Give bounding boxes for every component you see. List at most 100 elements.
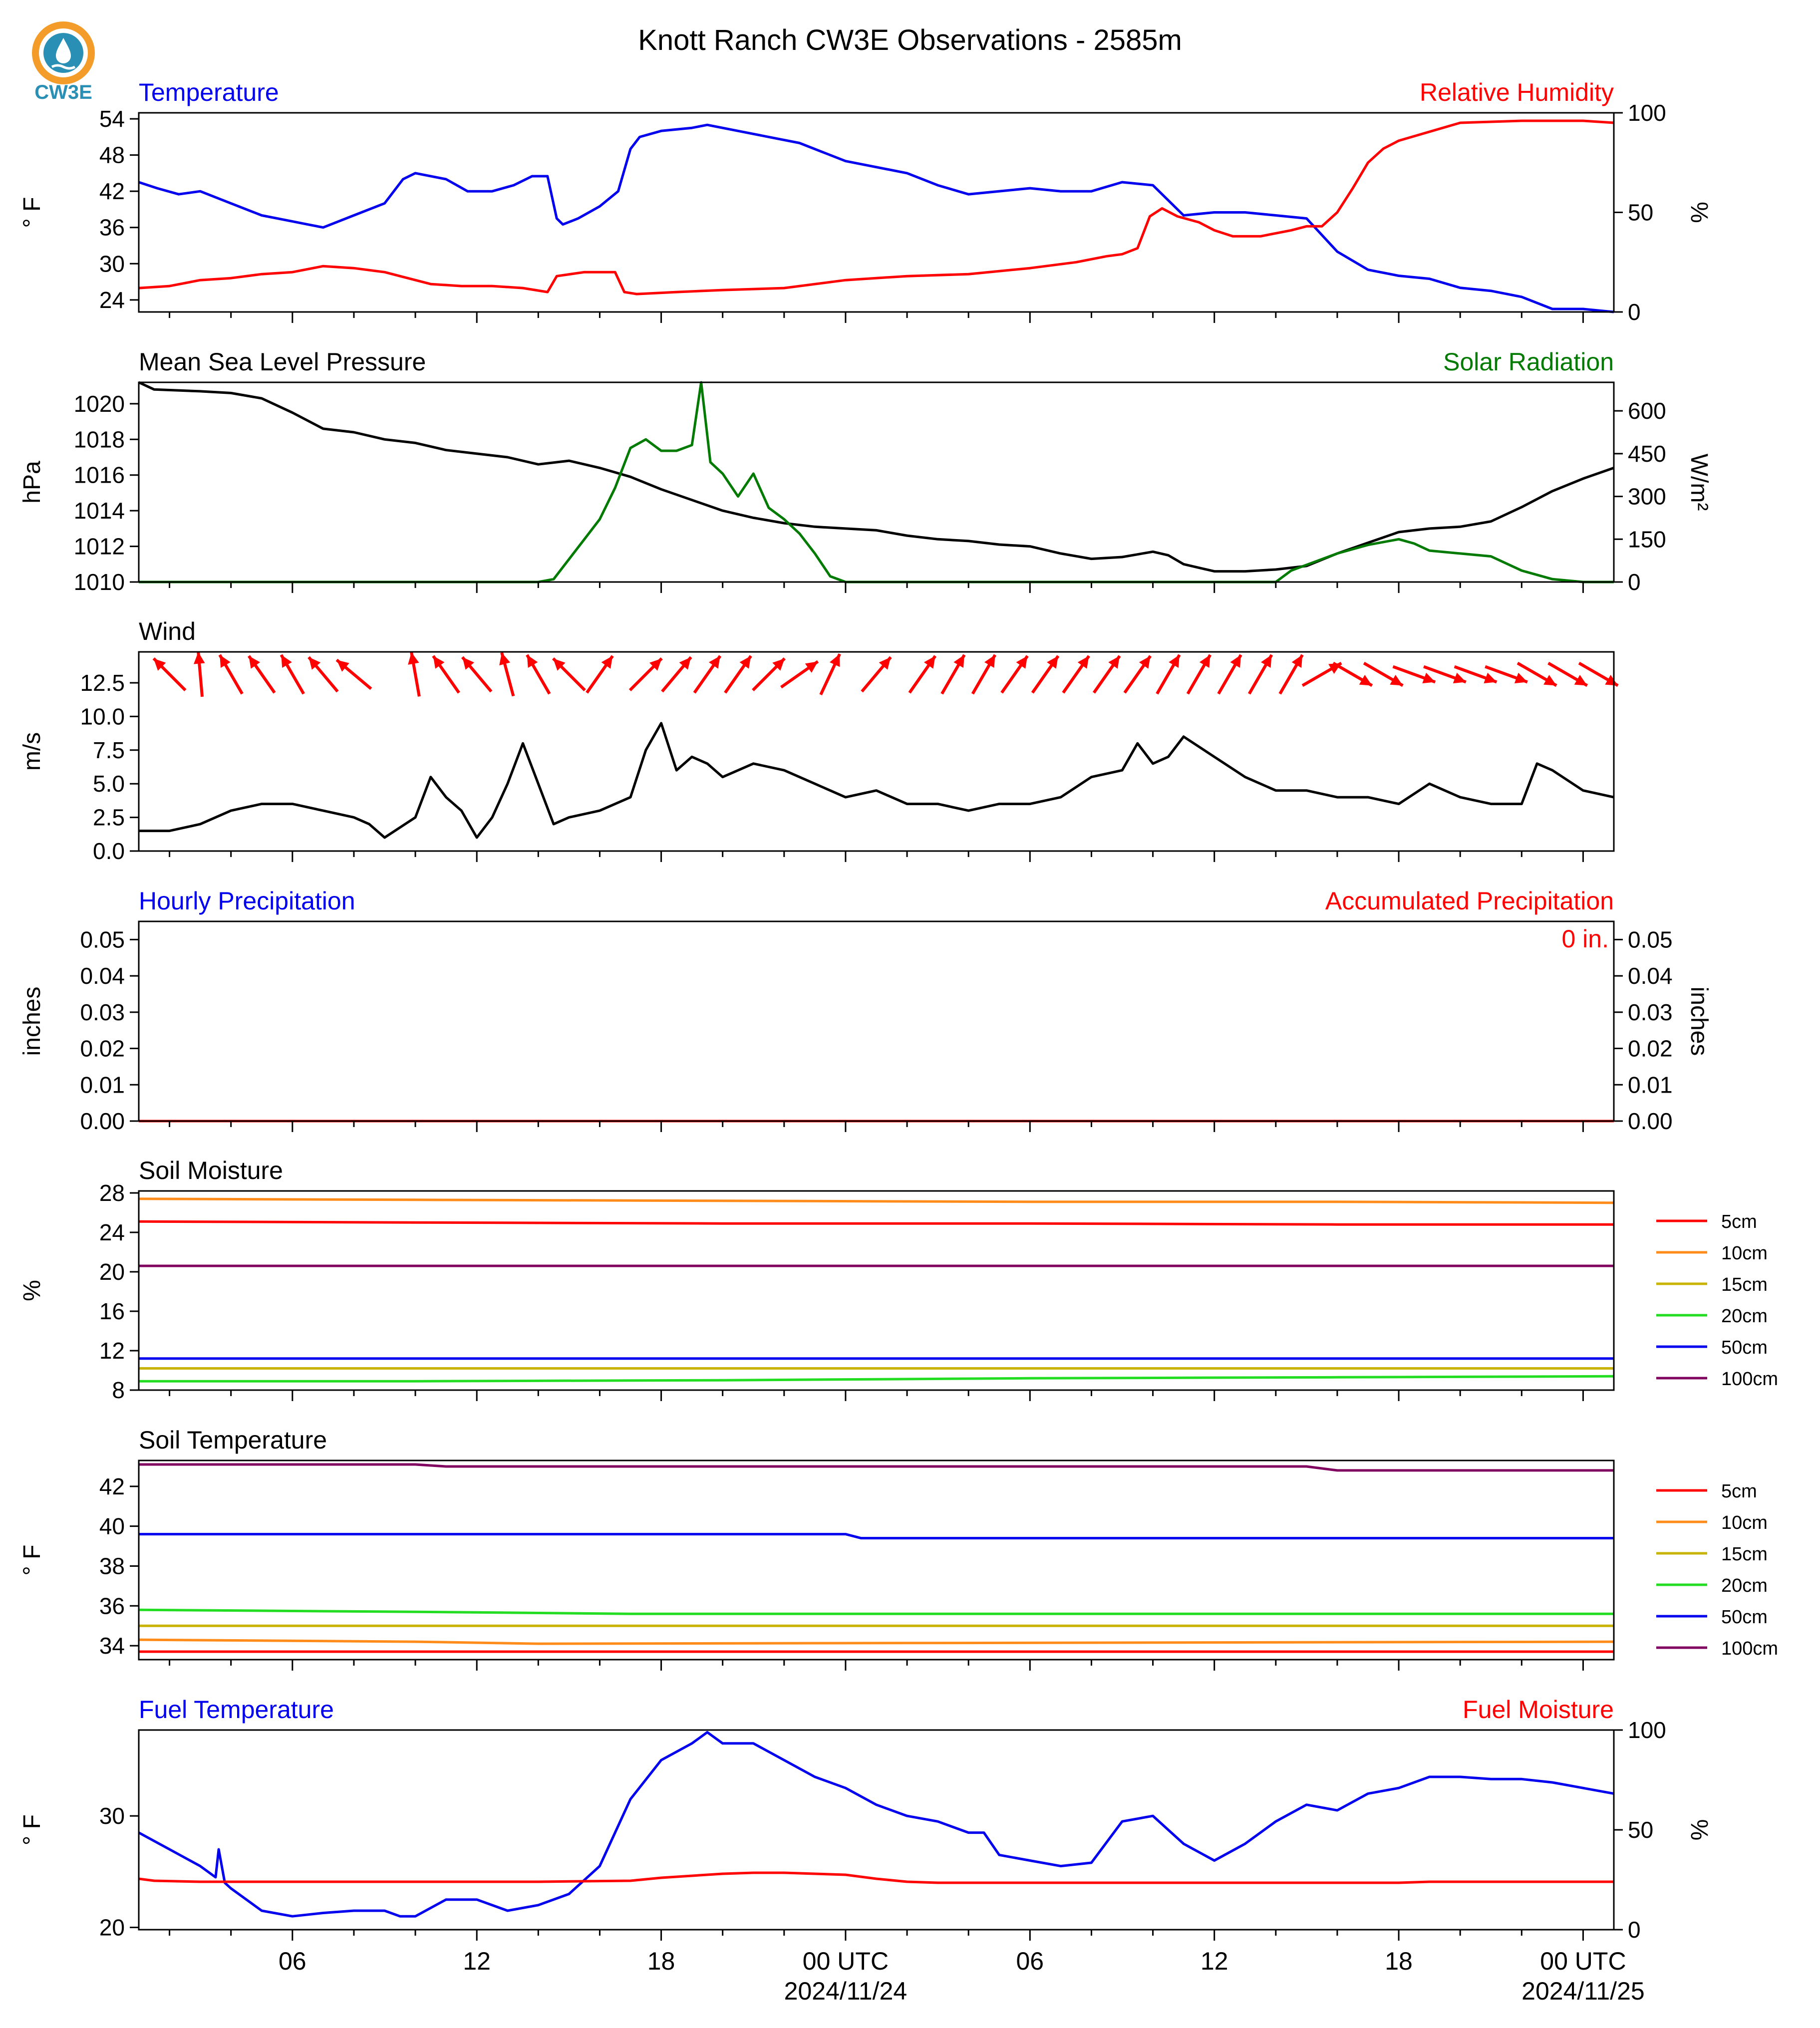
panel-pressure_solar: Mean Sea Level Pressure Solar Radiation 10… — [19, 348, 1712, 595]
wind-arrow — [752, 657, 786, 691]
y-left-tick-label: 0.04 — [80, 963, 125, 989]
panel-title-right: Accumulated Precipitation — [1325, 887, 1614, 915]
figure-title: Knott Ranch CW3E Observations - 2585m — [638, 24, 1182, 56]
panel-temperature_rh: Temperature Relative Humidity 24 30 36 42 48 54… — [19, 78, 1712, 325]
wind-arrow — [1454, 665, 1498, 684]
wind-arrow — [307, 656, 339, 693]
y-left-tick-label: 20 — [99, 1915, 125, 1941]
wind-arrow — [1092, 655, 1121, 694]
wind-arrow — [280, 654, 305, 695]
panel-title-right: Solar Radiation — [1443, 348, 1614, 376]
wind-arrow — [1156, 654, 1181, 695]
y-axis-label-left: ° F — [19, 197, 45, 228]
y-left-tick-label: 34 — [99, 1633, 125, 1659]
y-left-tick-label: 54 — [99, 106, 125, 132]
y-left-tick-label: 12.5 — [80, 670, 125, 696]
wind-arrow — [1547, 661, 1588, 687]
legend-label: 20cm — [1721, 1306, 1768, 1327]
series-line-5cm — [138, 1220, 1614, 1226]
wind-arrow-head — [1291, 655, 1303, 668]
y-left-tick-label: 0.03 — [80, 999, 125, 1025]
y-left-tick-label: 42 — [99, 1473, 125, 1499]
x-tick-label: 00 UTC — [803, 1947, 889, 1975]
panel-frame — [138, 920, 1615, 1122]
wind-arrow-head — [984, 655, 995, 668]
y-left-tick-label: 42 — [99, 178, 125, 204]
y-right-tick-label: 0 — [1628, 1917, 1641, 1943]
wind-arrow — [861, 656, 892, 693]
y-left-tick-label: 30 — [99, 1803, 125, 1829]
panel-precipitation: Hourly Precipitation Accumulated Precipit… — [19, 887, 1712, 1134]
y-left-tick-label: 38 — [99, 1553, 125, 1579]
legend-label: 100cm — [1721, 1638, 1778, 1659]
x-tick-label: 00 UTC — [1540, 1947, 1626, 1975]
y-right-tick-label: 0.03 — [1628, 999, 1673, 1025]
wind-arrow — [1392, 665, 1436, 684]
y-left-tick-label: 1010 — [74, 569, 125, 595]
series-line-0 — [138, 381, 1614, 573]
series-line-0 — [139, 722, 1614, 839]
y-left-tick-label: 36 — [99, 1593, 125, 1619]
wind-arrow-head — [194, 652, 205, 664]
wind-arrow-head — [1139, 656, 1151, 669]
wind-arrow-head — [249, 656, 261, 669]
wind-arrow-head — [527, 655, 538, 668]
wind-arrow — [1363, 661, 1404, 687]
wind-arrow-head — [1390, 675, 1403, 686]
panel-title-left: Wind — [139, 617, 196, 645]
wind-arrow — [1301, 661, 1342, 687]
y-left-tick-label: 2.5 — [93, 805, 125, 831]
y-left-tick-label: 24 — [99, 1219, 125, 1245]
wind-arrow — [1031, 655, 1060, 694]
y-left-tick-label: 0.05 — [80, 926, 125, 952]
panel-title-left: Mean Sea Level Pressure — [139, 348, 426, 376]
wind-arrow-head — [1230, 655, 1241, 668]
y-axis-label-right: W/m² — [1686, 454, 1712, 511]
y-axis-label-left: hPa — [19, 461, 45, 504]
legend: 5cm 10cm 15cm 20cm 50cm 100cm — [1656, 1481, 1778, 1659]
wind-arrow-head — [830, 654, 840, 667]
panel-frame — [138, 1729, 1615, 1931]
wind-arrow-head — [1359, 675, 1372, 686]
y-right-tick-label: 150 — [1628, 526, 1666, 552]
y-left-tick-label: 0.02 — [80, 1036, 125, 1062]
y-axis-label-left: ° F — [19, 1814, 45, 1845]
wind-arrow — [1186, 654, 1212, 695]
wind-arrow — [908, 655, 937, 694]
wind-arrow — [586, 655, 614, 694]
series-line-1 — [138, 1871, 1614, 1884]
wind-arrow-head — [1016, 656, 1028, 669]
wind-arrow — [408, 652, 421, 697]
wind-arrow — [1332, 661, 1373, 687]
y-right-tick-label: 0.04 — [1628, 963, 1673, 989]
wind-arrow — [194, 651, 205, 697]
legend-label: 50cm — [1721, 1607, 1768, 1628]
series-line-10cm — [138, 1638, 1614, 1645]
panel-frame — [138, 1459, 1615, 1661]
x-tick-label: 06 — [279, 1947, 306, 1975]
y-left-tick-label: 8 — [112, 1377, 125, 1403]
wind-arrow-head — [408, 652, 419, 665]
panel-title-right: Relative Humidity — [1420, 78, 1614, 106]
y-left-tick-label: 1016 — [74, 462, 125, 488]
y-left-tick-label: 36 — [99, 215, 125, 241]
y-left-tick-label: 30 — [99, 251, 125, 277]
y-right-tick-label: 50 — [1628, 1817, 1653, 1843]
wind-arrow — [1000, 655, 1029, 694]
legend-label: 5cm — [1721, 1481, 1757, 1502]
y-axis-label-left: m/s — [19, 732, 45, 771]
y-left-tick-label: 12 — [99, 1338, 125, 1364]
y-axis-label-right: inches — [1686, 987, 1712, 1056]
wind-arrow-head — [462, 657, 474, 670]
wind-arrow — [1123, 655, 1152, 694]
panel-frame — [138, 651, 1615, 852]
wind-arrow-head — [772, 658, 785, 671]
y-axis-label-left: % — [19, 1280, 45, 1301]
legend: 5cm 10cm 15cm 20cm 50cm 100cm — [1656, 1211, 1778, 1390]
wind-arrow-head — [1077, 656, 1089, 669]
y-right-tick-label: 300 — [1628, 484, 1666, 510]
wind-arrow — [499, 652, 515, 697]
legend-label: 100cm — [1721, 1369, 1778, 1390]
panel-title-left: Soil Moisture — [139, 1157, 283, 1184]
